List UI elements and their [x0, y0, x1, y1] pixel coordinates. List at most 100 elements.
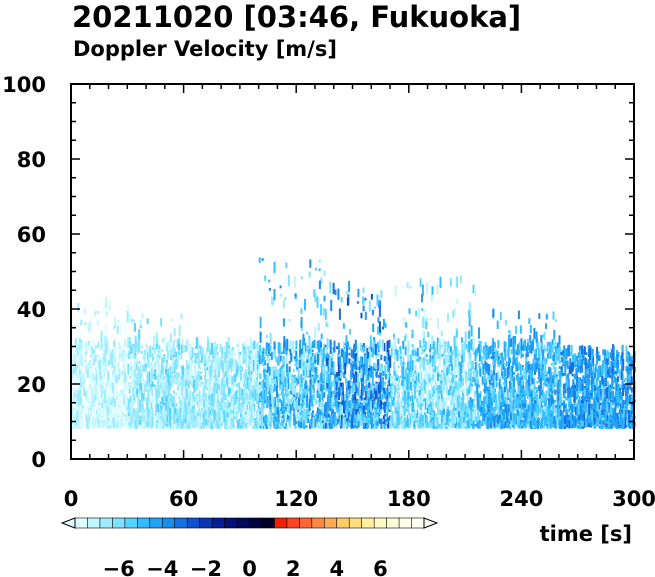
heatmap-cell [418, 395, 421, 407]
heatmap-cell [248, 356, 251, 359]
heatmap-cell [96, 416, 98, 428]
heatmap-cell [341, 405, 343, 414]
heatmap-cell [249, 350, 252, 354]
heatmap-cell [209, 417, 212, 429]
heatmap-cell [317, 385, 320, 391]
heatmap-cell [369, 351, 372, 363]
heatmap-cell [187, 359, 190, 366]
heatmap-cell [302, 370, 305, 376]
heatmap-cell [263, 359, 266, 366]
heatmap-cell [348, 408, 351, 412]
heatmap-cell [235, 360, 238, 370]
heatmap-cell [143, 349, 146, 361]
heatmap-cell [515, 413, 518, 425]
heatmap-cell [85, 351, 88, 354]
heatmap-cell [178, 380, 181, 387]
heatmap-cell [89, 399, 92, 412]
heatmap-cell [475, 391, 478, 394]
heatmap-cell [235, 390, 238, 399]
heatmap-cell [155, 420, 158, 429]
heatmap-cell [423, 391, 426, 395]
heatmap-cell [195, 337, 198, 349]
heatmap-cell [266, 399, 269, 409]
heatmap-cell [149, 385, 152, 389]
heatmap-cell [381, 402, 384, 405]
heatmap-cell [97, 416, 100, 428]
heatmap-cell [425, 366, 428, 378]
heatmap-cell [190, 372, 193, 384]
heatmap-cell [254, 355, 257, 367]
heatmap-cell [162, 402, 165, 406]
heatmap-cell [361, 406, 364, 409]
heatmap-cell [153, 397, 156, 401]
heatmap-cell [406, 418, 409, 427]
heatmap-cell [458, 361, 460, 364]
heatmap-cell [429, 422, 431, 429]
heatmap-cell [213, 343, 216, 347]
heatmap-cell [155, 343, 158, 350]
heatmap-cell [470, 338, 473, 351]
heatmap-cell [325, 321, 328, 327]
heatmap-cell [315, 351, 318, 360]
heatmap-cell [146, 410, 149, 414]
heatmap-cell [268, 279, 271, 283]
heatmap-cell [348, 392, 351, 398]
heatmap-cell [145, 343, 148, 355]
heatmap-cell [177, 343, 180, 355]
heatmap-cell [252, 360, 255, 372]
heatmap-cell [174, 374, 177, 378]
heatmap-cell [425, 354, 428, 357]
heatmap-cell [468, 419, 471, 428]
heatmap-cell [457, 353, 460, 357]
heatmap-cell [377, 345, 380, 351]
heatmap-cell [121, 379, 123, 385]
heatmap-cell [421, 308, 424, 311]
heatmap-cell [294, 382, 296, 394]
heatmap-cell [387, 422, 390, 429]
heatmap-cell [504, 319, 507, 326]
heatmap-cell [262, 379, 265, 388]
heatmap-cell [371, 348, 374, 358]
heatmap-cell [380, 367, 383, 373]
heatmap-cell [122, 396, 125, 405]
heatmap-cell [449, 278, 452, 287]
heatmap-cell [459, 420, 462, 429]
heatmap-cell [316, 375, 319, 378]
heatmap-cell [94, 311, 97, 317]
heatmap-cell [254, 423, 257, 427]
heatmap-cell [77, 378, 80, 387]
heatmap-cell [462, 413, 465, 417]
heatmap-cell [409, 354, 412, 360]
heatmap-cell [329, 339, 332, 349]
heatmap-cell [385, 358, 388, 365]
heatmap-cell [185, 426, 188, 429]
heatmap-cell [276, 392, 279, 404]
heatmap-cell [118, 406, 121, 410]
heatmap-cell [170, 393, 173, 403]
heatmap-cell [433, 410, 435, 417]
heatmap-cell [440, 344, 443, 348]
heatmap-cell [323, 270, 326, 277]
heatmap-cell [368, 415, 371, 418]
heatmap-cell [154, 412, 157, 416]
heatmap-cell [362, 363, 365, 370]
heatmap-cell [301, 377, 304, 381]
heatmap-cell [81, 420, 84, 426]
heatmap-cell [125, 417, 128, 423]
heatmap-cell [124, 357, 127, 369]
heatmap-cell [81, 410, 84, 422]
heatmap-cell [167, 419, 170, 429]
heatmap-cell [257, 400, 260, 404]
heatmap-cell [167, 415, 170, 424]
heatmap-cell [416, 385, 419, 391]
heatmap-cell [228, 395, 231, 399]
heatmap-cell [231, 350, 234, 359]
heatmap-cell [419, 359, 422, 369]
heatmap-cell [346, 406, 349, 412]
heatmap-cell [165, 408, 168, 421]
heatmap-cell [425, 413, 427, 416]
heatmap-cell [280, 351, 283, 355]
heatmap-cell [188, 381, 191, 385]
heatmap-cell [289, 406, 292, 413]
heatmap-cell [244, 396, 247, 402]
